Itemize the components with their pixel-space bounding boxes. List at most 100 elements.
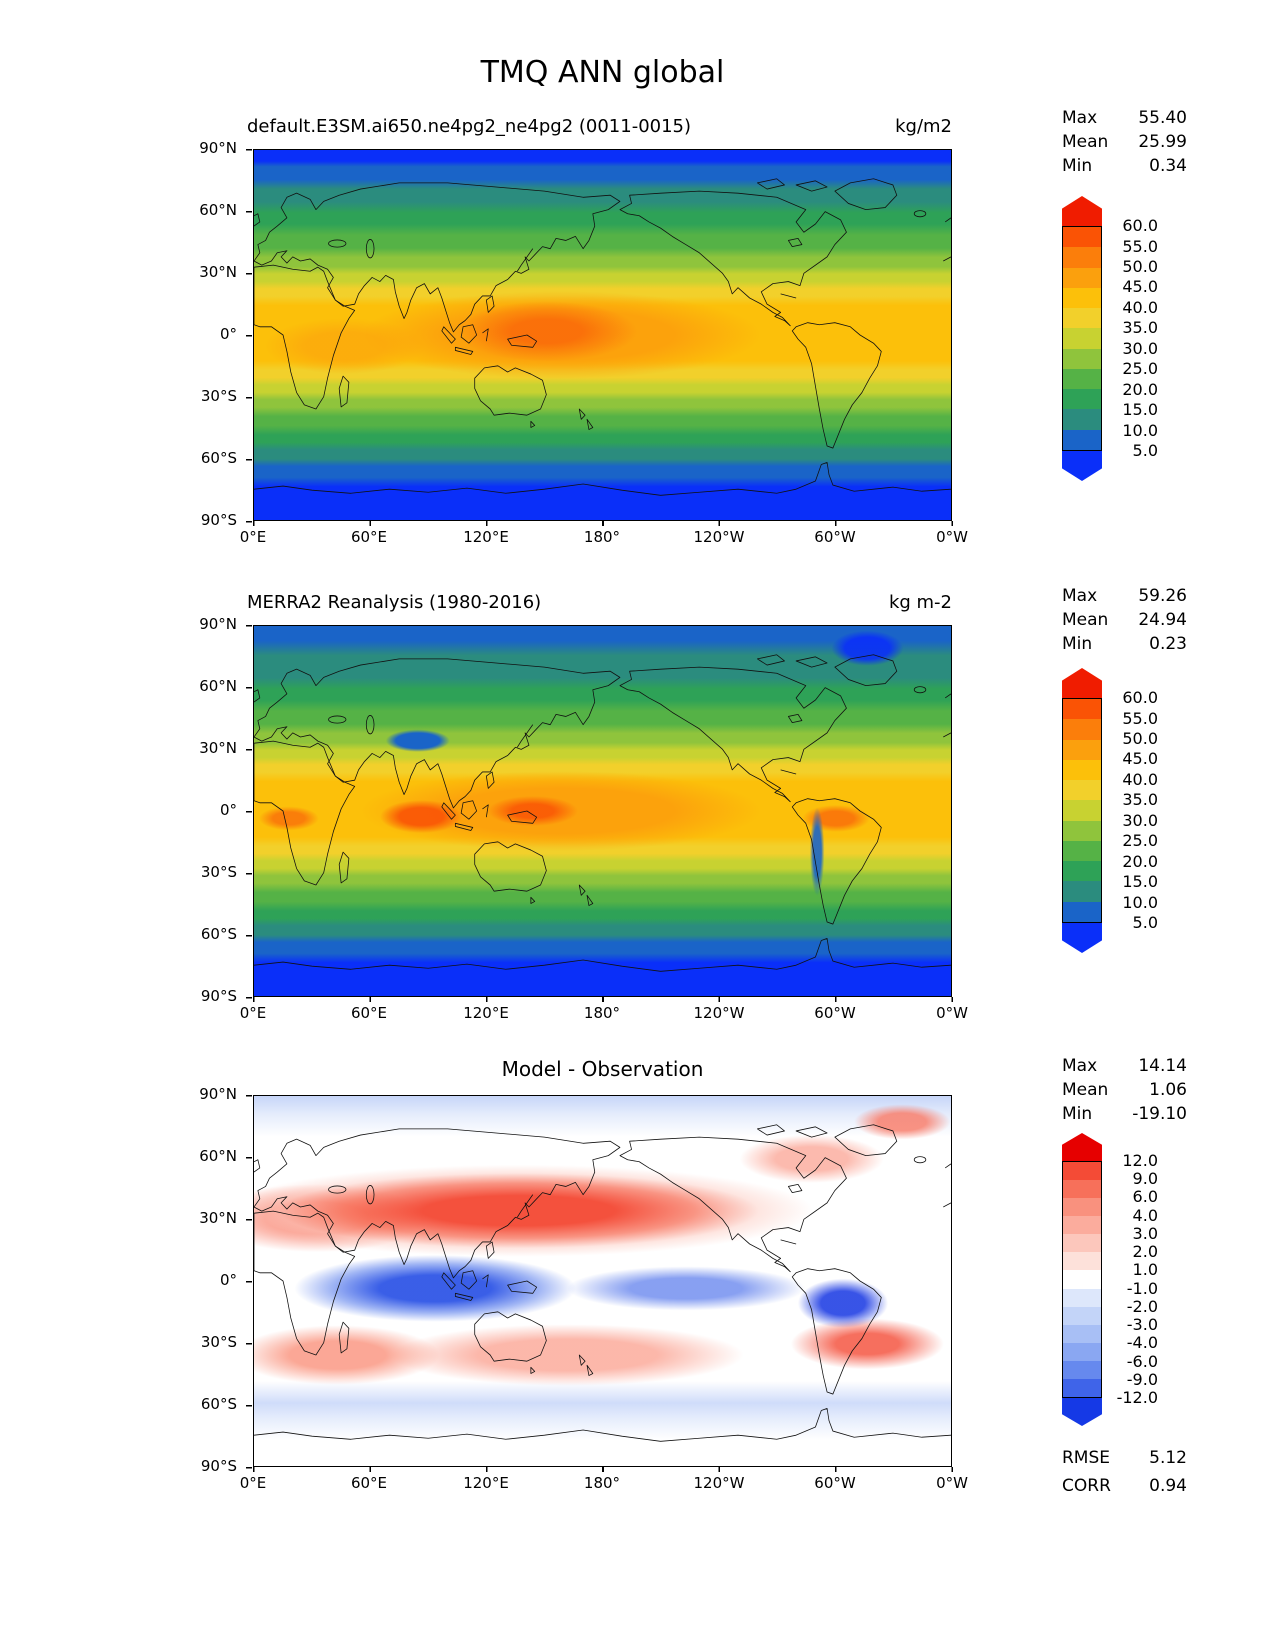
colorbar2-lower-arrow [1062, 923, 1102, 953]
colorbar3-label: 12.0 [1122, 1151, 1158, 1170]
x-tick-label: 0°E [239, 1004, 267, 1022]
x-tick-label: 120°W [693, 1474, 745, 1492]
y-tick-label: 90°N [199, 1085, 237, 1103]
x-tick-label: 60°E [350, 1474, 388, 1492]
colorbar3-segment [1063, 1342, 1101, 1361]
panel3-min-value: -19.10 [1132, 1104, 1187, 1124]
colorbar3-lower-arrow [1062, 1398, 1102, 1426]
colorbar1-label: 55.0 [1122, 237, 1158, 256]
colorbar2-label: 55.0 [1122, 709, 1158, 728]
colorbar3 [1062, 1161, 1102, 1398]
colorbar1-segment [1063, 389, 1101, 410]
x-tick-label: 120°E [463, 1004, 509, 1022]
colorbar1-label: 5.0 [1132, 441, 1158, 460]
y-tick-label: 60°N [199, 1147, 237, 1165]
map-observation [253, 625, 952, 997]
coastlines [254, 178, 951, 496]
colorbar1-label: 40.0 [1122, 298, 1158, 317]
y-tick-label: 30°N [199, 1209, 237, 1227]
colorbar1-segment [1063, 287, 1101, 309]
colorbar1-upper-arrow [1062, 196, 1102, 226]
colorbar2-label: 5.0 [1132, 913, 1158, 932]
colorbar3-label: 1.0 [1132, 1260, 1158, 1279]
x-tick-label: 180° [583, 528, 621, 546]
colorbar3-label: -6.0 [1126, 1352, 1158, 1371]
corr-label: CORR [1062, 1476, 1111, 1496]
rmse-value: 5.12 [1149, 1448, 1187, 1468]
colorbar2-segment [1063, 820, 1101, 841]
panel3-title: Model - Observation [501, 1057, 704, 1081]
colorbar1-segment [1063, 368, 1101, 390]
colorbar3-segment [1063, 1234, 1101, 1253]
colorbar2-segment [1063, 759, 1101, 781]
map-difference [253, 1095, 952, 1467]
colorbar2-label: 50.0 [1122, 729, 1158, 748]
colorbar3-label: -3.0 [1126, 1315, 1158, 1334]
panel3-max-label: Max [1062, 1056, 1098, 1076]
colorbar2-label: 30.0 [1122, 811, 1158, 830]
y-tick-label: 90°S [200, 511, 237, 529]
panel1-mean-value: 25.99 [1138, 132, 1187, 152]
colorbar3-label: -2.0 [1126, 1297, 1158, 1316]
colorbar3-label: 6.0 [1132, 1187, 1158, 1206]
colorbar2-label: 15.0 [1122, 872, 1158, 891]
panel2-mean-label: Mean [1062, 610, 1109, 630]
colorbar2-label: 40.0 [1122, 770, 1158, 789]
y-tick-label: 30°S [200, 1333, 237, 1351]
panel1-y-tickmarks [246, 149, 252, 523]
colorbar2-label: 20.0 [1122, 852, 1158, 871]
x-tick-label: 60°W [814, 1474, 856, 1492]
colorbar1-segment [1063, 227, 1101, 248]
colorbar1-label: 50.0 [1122, 257, 1158, 276]
x-tick-label: 60°W [814, 1004, 856, 1022]
colorbar2-segment [1063, 719, 1101, 740]
colorbar1-segment [1063, 267, 1101, 288]
y-tick-label: 30°N [199, 739, 237, 757]
colorbar1-segment [1063, 247, 1101, 268]
y-tick-label: 90°S [200, 987, 237, 1005]
panel2-max-value: 59.26 [1138, 586, 1187, 606]
rmse-label: RMSE [1062, 1448, 1111, 1468]
colorbar2-segment [1063, 881, 1101, 902]
colorbar1-label: 10.0 [1122, 421, 1158, 440]
colorbar2-segment [1063, 901, 1101, 922]
y-tick-label: 60°S [200, 925, 237, 943]
colorbar3-segment [1063, 1270, 1101, 1289]
colorbar2-upper-arrow [1062, 668, 1102, 698]
panel2-max-label: Max [1062, 586, 1098, 606]
colorbar1-label: 20.0 [1122, 380, 1158, 399]
colorbar2-segment [1063, 840, 1101, 862]
colorbar1-segment [1063, 328, 1101, 349]
colorbar3-upper-arrow [1062, 1133, 1102, 1161]
x-tick-label: 60°E [350, 528, 388, 546]
panel1-max-label: Max [1062, 108, 1098, 128]
colorbar1-label: 30.0 [1122, 339, 1158, 358]
colorbar1-label: 60.0 [1122, 216, 1158, 235]
panel3-max-value: 14.14 [1138, 1056, 1187, 1076]
x-tick-label: 120°W [693, 528, 745, 546]
panel3-mean-label: Mean [1062, 1080, 1109, 1100]
colorbar3-segment [1063, 1162, 1101, 1181]
colorbar3-segment [1063, 1306, 1101, 1325]
colorbar3-label: 4.0 [1132, 1206, 1158, 1225]
colorbar3-label: 3.0 [1132, 1224, 1158, 1243]
y-tick-label: 60°N [199, 201, 237, 219]
colorbar2-label: 10.0 [1122, 893, 1158, 912]
colorbar2-segment [1063, 699, 1101, 720]
x-tick-label: 0°E [239, 528, 267, 546]
y-tick-label: 60°N [199, 677, 237, 695]
colorbar3-segment [1063, 1216, 1101, 1235]
y-tick-label: 0° [219, 325, 237, 343]
panel1-x-tickmarks [253, 521, 954, 526]
colorbar3-segment [1063, 1198, 1101, 1217]
y-tick-label: 30°N [199, 263, 237, 281]
colorbar2 [1062, 698, 1102, 923]
colorbar2-segment [1063, 861, 1101, 882]
colorbar1-label: 35.0 [1122, 318, 1158, 337]
colorbar3-segment [1063, 1360, 1101, 1379]
x-tick-label: 180° [583, 1004, 621, 1022]
panel3-min-label: Min [1062, 1104, 1093, 1124]
panel1-min-label: Min [1062, 156, 1093, 176]
colorbar1-segment [1063, 429, 1101, 450]
colorbar3-label: -4.0 [1126, 1333, 1158, 1352]
